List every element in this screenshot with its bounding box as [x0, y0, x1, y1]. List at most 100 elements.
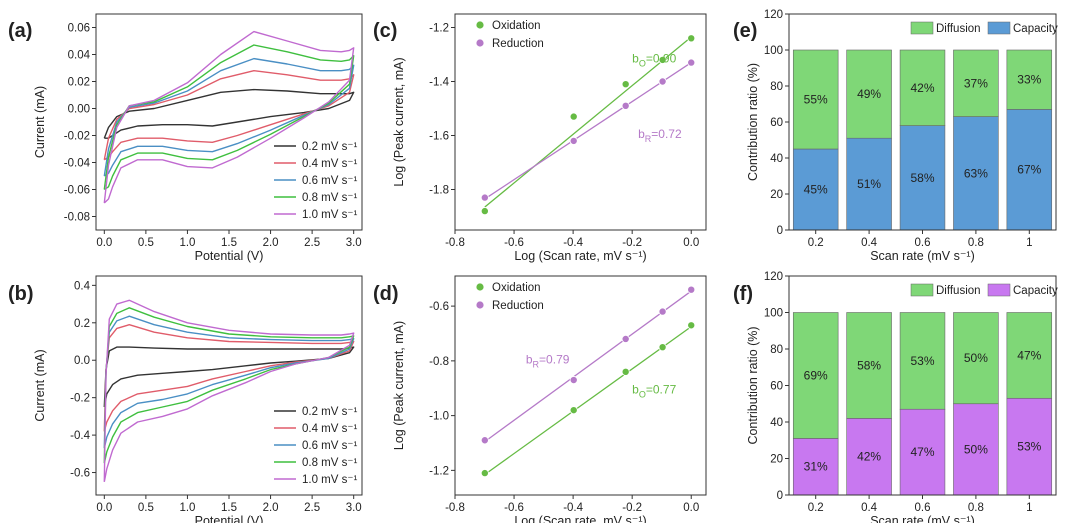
- y-tick-label: 0: [777, 490, 783, 502]
- y-axis-label: Current (mA): [33, 86, 47, 158]
- x-tick-label: 0.0: [683, 237, 699, 249]
- y-tick-label: -1.0: [429, 411, 449, 423]
- panel-d: (d)bR=0.79bO=0.77OxidationReduction-0.8-…: [373, 275, 707, 523]
- axes-frame: [454, 275, 707, 496]
- x-axis-label: Potential (V): [195, 249, 264, 263]
- x-tick-label: 3.0: [346, 237, 362, 249]
- y-tick-label: -1.8: [429, 185, 449, 197]
- bar-diffusion: [899, 49, 946, 126]
- x-tick-label: 0.6: [915, 502, 931, 514]
- legend-label-0: Oxidation: [492, 282, 541, 294]
- x-tick-label: 0.0: [96, 502, 112, 514]
- bar-label-capacity: 42%: [857, 450, 881, 464]
- x-tick-label: 1.5: [221, 502, 237, 514]
- bar-diffusion: [953, 312, 999, 405]
- bar-label-capacity: 51%: [857, 177, 881, 191]
- bar-label-diffusion: 50%: [964, 351, 988, 365]
- bar-capacity: [792, 148, 839, 230]
- legend-label-0: Diffusion: [936, 285, 981, 297]
- data-point: [621, 101, 630, 110]
- x-tick-label: 0.2: [808, 237, 824, 249]
- bar-diffusion: [846, 49, 892, 139]
- legend-swatch-1: [987, 283, 1011, 297]
- x-axis-label: Scan rate (mV s⁻¹): [870, 514, 975, 523]
- legend-label-4: 1.0 mV s⁻¹: [302, 474, 357, 486]
- data-point: [687, 285, 696, 294]
- y-tick-label: 0.06: [68, 23, 90, 35]
- x-tick-label: 1: [1026, 237, 1032, 249]
- y-tick-label: -0.6: [70, 468, 90, 480]
- y-tick-label: 20: [770, 189, 783, 201]
- legend-label-1: 0.4 mV s⁻¹: [302, 423, 357, 435]
- data-point: [480, 436, 489, 445]
- x-tick-label: -0.6: [504, 237, 524, 249]
- x-axis-label: Potential (V): [195, 514, 264, 523]
- annotation-subscript: O: [639, 390, 646, 400]
- legend-label-0: 0.2 mV s⁻¹: [302, 406, 357, 418]
- y-tick-label: 20: [770, 454, 783, 466]
- y-tick-label: 60: [770, 381, 783, 393]
- y-tick-label: 0.02: [68, 77, 90, 89]
- slope-annotation: bO=0.77: [632, 383, 676, 400]
- bar-diffusion: [1006, 312, 1053, 399]
- x-tick-label: 0.4: [861, 237, 878, 249]
- y-tick-label: -0.02: [64, 131, 90, 143]
- bar-diffusion: [1006, 49, 1053, 110]
- x-tick-label: 0.0: [683, 502, 699, 514]
- legend-label-3: 0.8 mV s⁻¹: [302, 457, 357, 469]
- bar-diffusion: [792, 49, 839, 150]
- annotation-subscript: O: [639, 59, 646, 69]
- x-tick-label: 1.0: [179, 502, 195, 514]
- annotation-base: b: [638, 127, 645, 141]
- x-tick-label: -0.8: [445, 237, 465, 249]
- data-point: [658, 77, 667, 86]
- plot-area: [103, 30, 355, 204]
- legend-marker-0: [475, 282, 485, 292]
- x-tick-label: 1.0: [179, 237, 195, 249]
- bar-diffusion: [792, 312, 839, 439]
- y-tick-label: -0.8: [429, 356, 449, 368]
- fit-line-1: [484, 62, 692, 200]
- fit-line-1: [484, 290, 692, 443]
- cv-curve-0: [103, 346, 355, 408]
- legend-label-2: 0.6 mV s⁻¹: [302, 175, 357, 187]
- panel-f: (f) 31% 69% 42% 58% 47% 53% 50% 50% 53% 47% Diffusi…: [733, 271, 1058, 523]
- y-tick-label: 0.00: [68, 104, 90, 116]
- cv-curve-0: [103, 88, 355, 139]
- plot-area: [480, 285, 696, 478]
- plot-area: [792, 49, 1053, 230]
- plot-area: [480, 34, 696, 216]
- x-tick-label: 0.2: [808, 502, 824, 514]
- legend-label-0: 0.2 mV s⁻¹: [302, 141, 357, 153]
- legend-label-1: Capacity: [1013, 285, 1058, 297]
- legend-label-0: Diffusion: [936, 23, 981, 35]
- x-tick-label: -0.6: [504, 502, 524, 514]
- y-tick-label: 0.0: [74, 355, 90, 367]
- y-axis-label: Contribution ratio (%): [746, 326, 760, 444]
- panel-c: (c)bO=0.90bR=0.72OxidationReduction-0.8-…: [373, 13, 707, 263]
- x-tick-label: 0.6: [915, 237, 931, 249]
- cv-curve-3: [103, 307, 355, 464]
- x-tick-label: 1: [1026, 502, 1032, 514]
- x-tick-label: -0.8: [445, 502, 465, 514]
- legend-label-2: 0.6 mV s⁻¹: [302, 440, 357, 452]
- legend-swatch-1: [987, 21, 1011, 35]
- cv-curve-1: [103, 69, 355, 161]
- data-point: [621, 367, 630, 376]
- data-point: [569, 376, 578, 385]
- bar-label-diffusion: 37%: [964, 76, 988, 90]
- x-axis-label: Scan rate (mV s⁻¹): [870, 249, 975, 263]
- bar-capacity: [953, 116, 999, 230]
- x-axis-label: Log (Scan rate, mV s⁻¹): [514, 249, 646, 263]
- bar-label-capacity: 50%: [964, 442, 988, 456]
- bar-label-diffusion: 42%: [910, 81, 934, 95]
- bar-capacity: [899, 125, 946, 230]
- data-point: [480, 193, 489, 202]
- panel-label: (b): [8, 283, 34, 305]
- cv-curve-1: [103, 324, 355, 432]
- axes-frame: [454, 13, 707, 231]
- legend-label-4: 1.0 mV s⁻¹: [302, 209, 357, 221]
- data-point: [621, 80, 630, 89]
- y-tick-label: 80: [770, 81, 783, 93]
- y-tick-label: -0.06: [64, 185, 90, 197]
